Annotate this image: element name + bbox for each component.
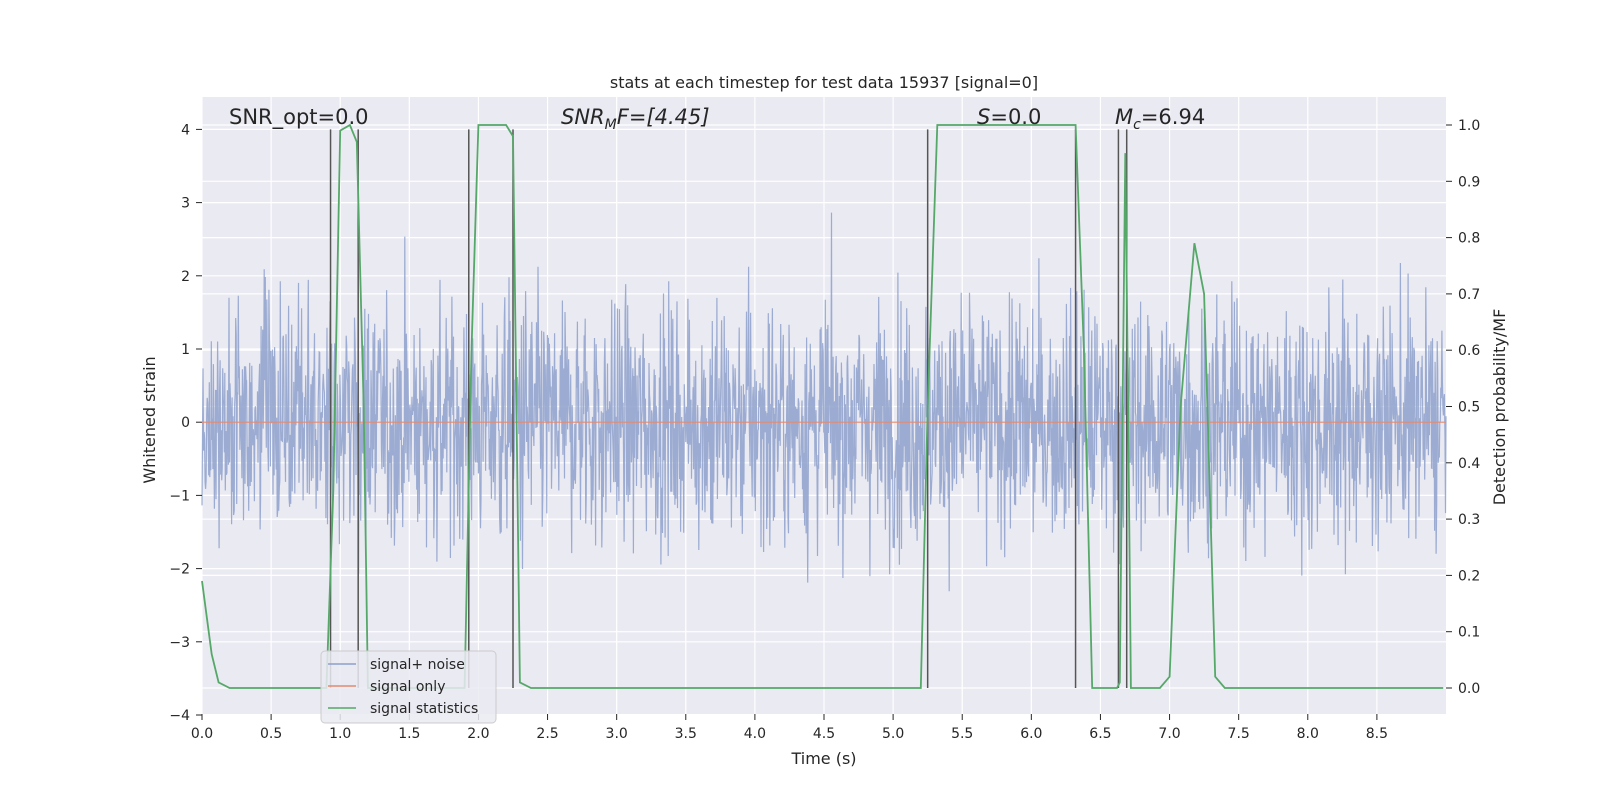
signal-noise-line — [201, 212, 1447, 592]
y-tick-label: 0 — [181, 415, 190, 431]
annotation-s: S=0.0 — [977, 105, 1041, 129]
y-right-tick-label: 0.8 — [1458, 231, 1480, 247]
signal-noise-series — [201, 212, 1447, 592]
x-tick-label: 6.0 — [1020, 726, 1042, 742]
y-right-tick-label: 1.0 — [1458, 118, 1480, 134]
y-right-tick-label: 0.4 — [1458, 456, 1480, 472]
x-tick-label: 2.5 — [536, 726, 558, 742]
y-right-axis-ticks: 0.0 0.1 0.2 0.3 0.4 0.5 0.6 0.7 0.8 0.9 1.0 — [1446, 118, 1480, 697]
annotation-mc: Mc=6.94 — [1115, 105, 1205, 133]
y-tick-label: −2 — [169, 562, 190, 578]
y-right-axis-label: Detection probability/MF — [1490, 309, 1509, 506]
x-tick-label: 3.5 — [675, 726, 697, 742]
y-tick-label: −3 — [169, 635, 190, 651]
signal-statistics-series — [201, 123, 1444, 689]
x-tick-label: 0.0 — [191, 726, 213, 742]
x-tick-label: 6.5 — [1089, 726, 1111, 742]
y-axis-ticks: −4 −3 −2 −1 0 1 2 3 4 — [169, 122, 202, 724]
legend-label-noise: signal+ noise — [370, 657, 465, 673]
annotation-snr-opt: SNR_opt=0.0 — [229, 105, 369, 130]
x-tick-label: 5.0 — [882, 726, 904, 742]
y-right-tick-label: 0.7 — [1458, 287, 1480, 303]
y-tick-label: 2 — [181, 269, 190, 285]
y-tick-label: −1 — [169, 488, 190, 504]
x-tick-label: 8.5 — [1366, 726, 1388, 742]
y-right-tick-label: 0.9 — [1458, 174, 1480, 190]
legend: signal+ noise signal only signal statist… — [320, 650, 497, 724]
y-right-tick-label: 0.6 — [1458, 343, 1480, 359]
x-tick-label: 0.5 — [260, 726, 282, 742]
annotation-snr-mf: SNRMF=[4.45] — [561, 105, 710, 133]
x-tick-label: 4.5 — [813, 726, 835, 742]
x-tick-label: 1.0 — [329, 726, 351, 742]
legend-label-stats: signal statistics — [370, 701, 478, 717]
x-axis-ticks: 0.0 0.5 1.0 1.5 2.0 2.5 3.0 3.5 4.0 4.5 5.0 5.5 6.0 6… — [191, 714, 1388, 742]
x-tick-label: 7.0 — [1158, 726, 1180, 742]
y-tick-label: 3 — [181, 196, 190, 212]
y-tick-label: 4 — [181, 122, 190, 138]
x-tick-label: 4.0 — [744, 726, 766, 742]
legend-box — [320, 650, 497, 724]
x-tick-label: 5.5 — [951, 726, 973, 742]
x-tick-label: 2.0 — [467, 726, 489, 742]
y-right-tick-label: 0.2 — [1458, 568, 1480, 584]
signal-statistics-line — [201, 123, 1444, 689]
x-tick-label: 1.5 — [398, 726, 420, 742]
y-right-tick-label: 0.1 — [1458, 625, 1480, 641]
y-right-tick-label: 0.0 — [1458, 681, 1480, 697]
y-right-tick-label: 0.3 — [1458, 512, 1480, 528]
y-axis-label: Whitened strain — [140, 356, 159, 483]
x-axis-label: Time (s) — [790, 749, 856, 768]
y-tick-label: 1 — [181, 342, 190, 358]
x-tick-label: 8.0 — [1297, 726, 1319, 742]
chart-title: stats at each timestep for test data 159… — [610, 73, 1038, 92]
y-tick-label: −4 — [169, 708, 190, 724]
legend-label-signal: signal only — [370, 679, 445, 695]
x-tick-label: 7.5 — [1228, 726, 1250, 742]
x-tick-label: 3.0 — [606, 726, 628, 742]
y-right-tick-label: 0.5 — [1458, 400, 1480, 416]
